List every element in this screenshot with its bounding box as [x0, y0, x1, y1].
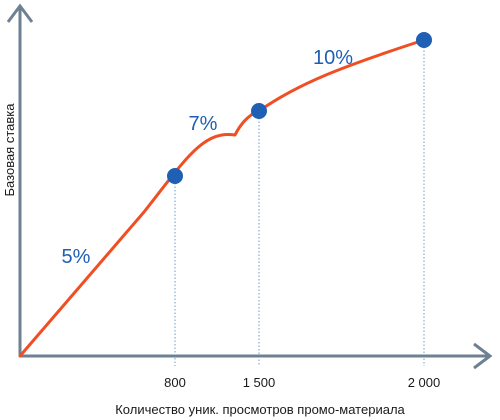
x-axis-arrow	[473, 342, 493, 370]
data-point	[416, 32, 432, 48]
data-point	[251, 103, 267, 119]
data-points	[167, 32, 432, 184]
x-axis-title: Количество уник. просмотров промо-матери…	[115, 402, 405, 417]
x-tick-label: 2 000	[408, 375, 441, 390]
y-axis-arrow	[6, 3, 34, 23]
axes	[6, 3, 493, 370]
rate-curve	[18, 38, 426, 358]
rate-label: 10%	[313, 47, 353, 69]
x-tick-labels: 800 1 500 2 000	[164, 375, 440, 390]
rate-labels: 5% 7% 10%	[62, 47, 354, 268]
data-point	[167, 168, 183, 184]
guide-lines	[174, 40, 425, 366]
x-tick-label: 800	[164, 375, 186, 390]
rate-label: 5%	[62, 246, 91, 268]
x-tick-label: 1 500	[243, 375, 276, 390]
y-axis-title: Базовая ставка	[2, 103, 17, 197]
rate-label: 7%	[189, 113, 218, 135]
